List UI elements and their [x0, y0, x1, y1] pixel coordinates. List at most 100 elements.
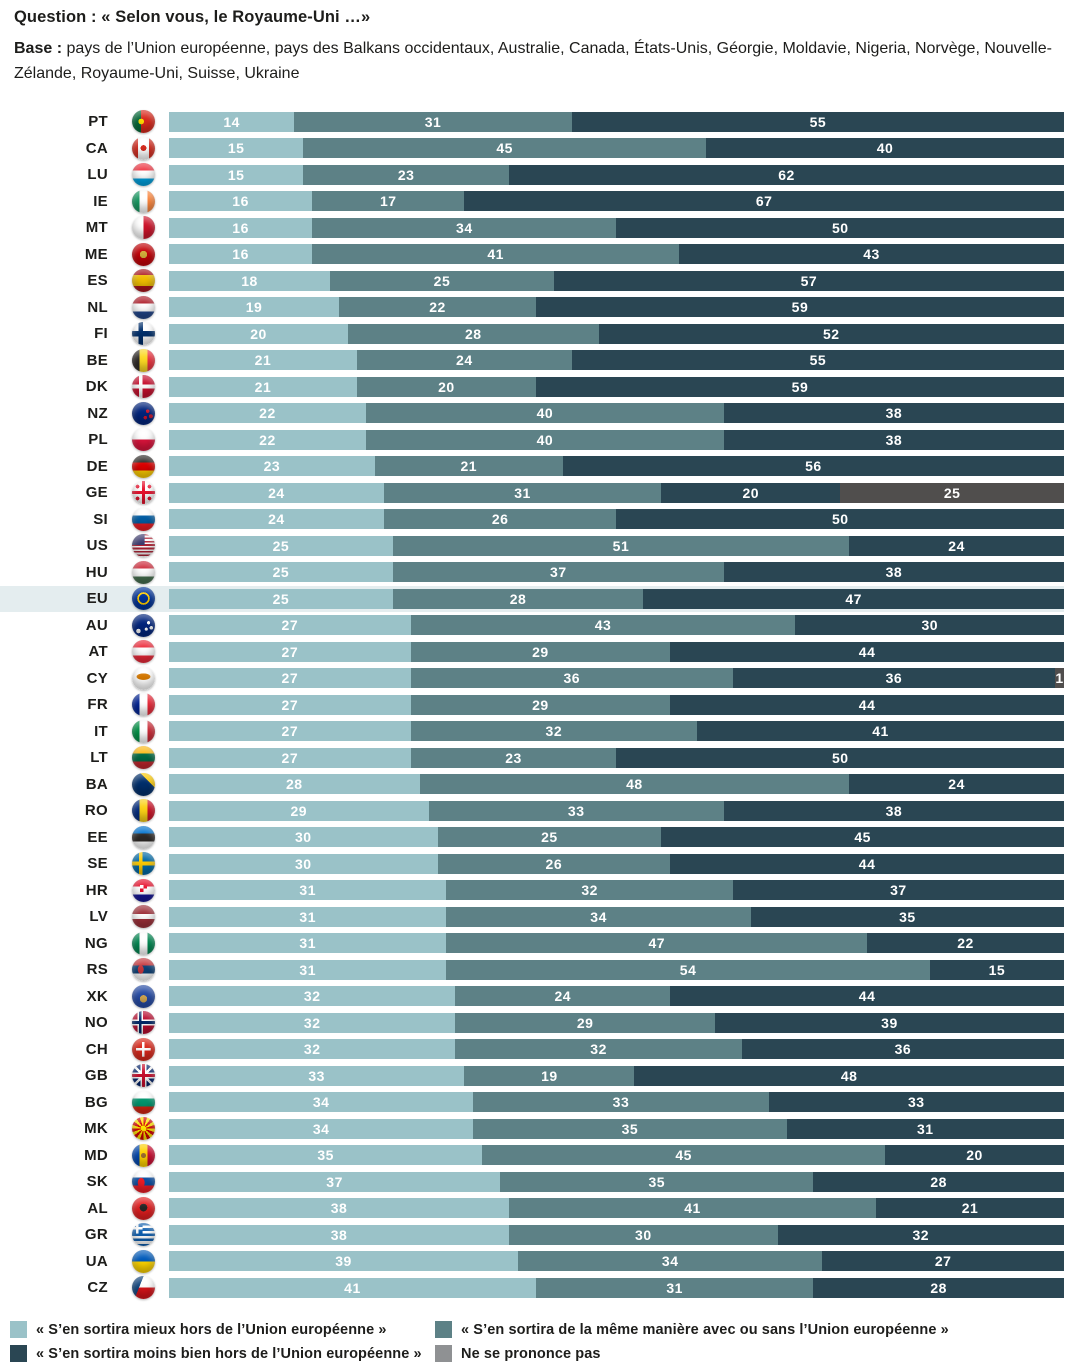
bar-segment-worse_off: 50: [616, 747, 1064, 768]
bar-segment-better_off: 29: [169, 800, 429, 821]
country-row: MT 16 34 50: [0, 215, 1064, 242]
country-row: US 25 51 24: [0, 533, 1064, 560]
bar-segment-same: 48: [419, 774, 850, 795]
bar-value-label: 24: [948, 776, 965, 793]
bar-segment-better_off: 31: [169, 959, 447, 980]
bar-segment-same: 32: [455, 1039, 742, 1060]
bar-value-label: 31: [666, 1279, 683, 1296]
bar-value-label: 37: [890, 882, 907, 899]
country-code-label: AL: [87, 1199, 108, 1217]
bar-segment-same: 24: [455, 986, 671, 1007]
bar-segment-worse_off: 44: [670, 986, 1064, 1007]
bar-segment-same: 33: [428, 800, 724, 821]
country-code-label: NO: [84, 1014, 108, 1032]
country-row: GR 38 30 32: [0, 1222, 1064, 1249]
bar-segment-same: 34: [518, 1251, 823, 1272]
pl-flag-icon: [132, 428, 155, 452]
bar-value-label: 29: [532, 643, 549, 660]
country-code-label: PT: [88, 113, 108, 131]
bar-segment-same: 29: [455, 1012, 715, 1033]
bar-value-label: 28: [286, 776, 303, 793]
bar-value-label: 21: [254, 352, 272, 369]
country-code-label: GB: [84, 1067, 108, 1085]
at-flag-icon: [132, 640, 155, 664]
bar-value-label: 32: [303, 1041, 321, 1058]
bar-segment-better_off: 27: [169, 641, 411, 662]
bar-segment-worse_off: 37: [732, 880, 1064, 901]
pt-flag-icon: [132, 110, 155, 134]
stacked-bar: 21 20 59: [169, 376, 1064, 397]
bar-value-label: 18: [241, 272, 258, 289]
bar-value-label: 15: [227, 166, 245, 183]
bar-segment-better_off: 15: [169, 164, 304, 185]
bar-segment-worse_off: 40: [706, 138, 1064, 159]
stacked-bar: 24 31 20 25: [169, 482, 1064, 503]
bar-segment-same: 30: [509, 1224, 778, 1245]
bar-value-label: 47: [845, 590, 862, 607]
bar-value-label: 25: [272, 537, 290, 554]
al-flag-icon: [132, 1196, 155, 1220]
eu-flag-icon: [132, 587, 155, 611]
stacked-bar: 25 28 47: [169, 588, 1064, 609]
country-code-label: XK: [86, 987, 108, 1005]
country-code-label: CZ: [87, 1279, 108, 1297]
country-code-label: US: [86, 537, 108, 555]
country-row: NO 32 29 39: [0, 1010, 1064, 1037]
stacked-bar: 16 41 43: [169, 244, 1064, 265]
bar-segment-worse_off: 20: [885, 1145, 1064, 1166]
country-row: NL 19 22 59: [0, 294, 1064, 321]
bar-value-label: 16: [232, 193, 249, 210]
country-code-label: PL: [88, 431, 108, 449]
bar-segment-better_off: 32: [169, 1039, 456, 1060]
bar-value-label: 23: [397, 166, 415, 183]
legend-column-left: « S’en sortira mieux hors de l’Union eur…: [10, 1321, 435, 1362]
bar-value-label: 32: [581, 882, 598, 899]
bar-segment-better_off: 38: [169, 1224, 510, 1245]
bar-segment-better_off: 28: [169, 774, 420, 795]
bar-value-label: 34: [456, 219, 473, 236]
bar-segment-no_answer: 1: [1055, 668, 1064, 689]
stacked-bar: 15 45 40: [169, 138, 1064, 159]
bar-segment-better_off: 27: [169, 668, 411, 689]
bar-value-label: 59: [791, 378, 809, 395]
bar-value-label: 48: [840, 1067, 858, 1084]
bar-value-label: 15: [988, 961, 1006, 978]
ge-flag-icon: [132, 481, 155, 505]
country-row: FR 27 29 44: [0, 692, 1064, 719]
bar-value-label: 32: [590, 1041, 607, 1058]
country-row: AU 27 43 30: [0, 612, 1064, 639]
bar-segment-same: 25: [437, 827, 662, 848]
bar-value-label: 30: [635, 1226, 652, 1243]
country-code-label: CH: [85, 1040, 108, 1058]
bar-value-label: 23: [263, 458, 281, 475]
country-row: LV 31 34 35: [0, 904, 1064, 931]
bar-segment-better_off: 15: [169, 138, 304, 159]
bar-value-label: 38: [885, 405, 903, 422]
bar-segment-better_off: 24: [169, 482, 384, 503]
mk-flag-icon: [132, 1117, 155, 1141]
bar-value-label: 36: [894, 1041, 912, 1058]
bar-segment-worse_off: 44: [670, 641, 1064, 662]
bar-value-label: 62: [778, 166, 795, 183]
country-code-label: ME: [84, 245, 108, 263]
country-row: ME 16 41 43: [0, 241, 1064, 268]
legend-item-better_off: « S’en sortira mieux hors de l’Union eur…: [10, 1321, 435, 1339]
stacked-bar: 32 24 44: [169, 986, 1064, 1007]
bar-segment-worse_off: 45: [661, 827, 1064, 848]
stacked-bar: 30 25 45: [169, 827, 1064, 848]
ch-flag-icon: [132, 1037, 155, 1061]
au-flag-icon: [132, 613, 155, 637]
nl-flag-icon: [132, 295, 155, 319]
bar-segment-better_off: 35: [169, 1145, 483, 1166]
ee-flag-icon: [132, 825, 155, 849]
country-row: CH 32 32 36: [0, 1036, 1064, 1063]
dk-flag-icon: [132, 375, 155, 399]
bar-segment-worse_off: 24: [849, 774, 1064, 795]
bar-value-label: 33: [308, 1067, 325, 1084]
country-code-label: EU: [86, 590, 108, 608]
bar-value-label: 55: [809, 352, 827, 369]
country-code-label: IE: [93, 192, 108, 210]
bar-value-label: 39: [335, 1253, 352, 1270]
bar-segment-worse_off: 35: [750, 906, 1064, 927]
bar-segment-same: 31: [383, 482, 662, 503]
